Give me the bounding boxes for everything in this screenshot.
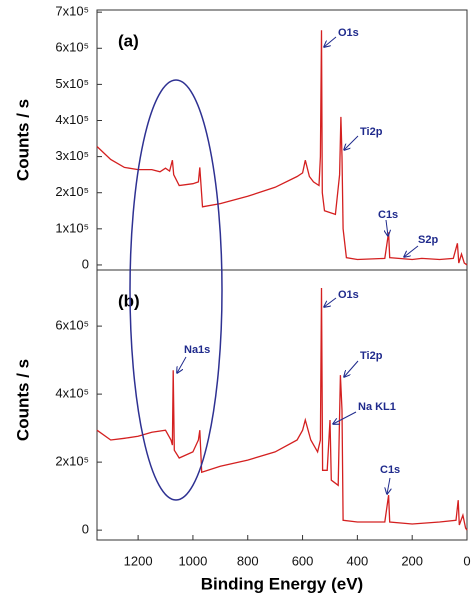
peak-annotation: C1s [380, 464, 400, 476]
peak-annotation: C1s [378, 209, 398, 221]
y-tick-label: 3x10⁵ [55, 148, 89, 163]
y-tick-label: 2x10⁵ [55, 184, 89, 199]
annotation-arrow [386, 219, 388, 236]
annotation-arrow [344, 360, 359, 377]
x-tick-label: 1000 [178, 553, 207, 568]
plot-frame [96, 9, 468, 271]
x-tick-label: 200 [401, 553, 423, 568]
y-tick-label: 1x10⁵ [55, 220, 89, 235]
y-tick-label: 4x10⁵ [55, 386, 89, 401]
peak-annotation: Na1s [184, 344, 210, 356]
x-tick-label: 600 [292, 553, 314, 568]
x-tick-label: 800 [237, 553, 259, 568]
peak-annotation: Ti2p [360, 126, 383, 138]
y-tick-label: 6x10⁵ [55, 40, 89, 55]
spectrum-line [96, 287, 468, 531]
y-axis-label: Counts / s [13, 359, 32, 441]
x-tick-label: 1200 [124, 553, 153, 568]
annotation-arrow [324, 36, 337, 47]
annotation-arrow [404, 245, 419, 257]
y-tick-label: 2x10⁵ [55, 454, 89, 469]
panel-label: (b) [118, 291, 140, 310]
peak-annotation: Na KL1 [358, 401, 396, 413]
spectrum-line [96, 30, 468, 266]
peak-annotation: O1s [338, 289, 359, 301]
annotation-arrow [387, 477, 390, 494]
x-tick-label: 0 [463, 553, 470, 568]
x-tick-label: 400 [347, 553, 369, 568]
y-tick-label: 5x10⁵ [55, 76, 89, 91]
y-tick-label: 0 [82, 256, 89, 271]
y-tick-label: 0 [82, 522, 89, 537]
annotation-arrow [324, 297, 337, 307]
plot-frame [96, 269, 468, 541]
peak-annotation: O1s [338, 27, 359, 39]
x-axis-label: Binding Energy (eV) [201, 574, 363, 593]
y-tick-label: 6x10⁵ [55, 318, 89, 333]
peak-annotation: Ti2p [360, 350, 383, 362]
y-tick-label: 4x10⁵ [55, 112, 89, 127]
annotation-arrow [177, 356, 187, 373]
annotation-arrow [333, 411, 357, 424]
annotation-arrow [344, 135, 359, 150]
y-tick-label: 7x10⁵ [55, 4, 89, 19]
peak-annotation: S2p [418, 234, 438, 246]
panel-label: (a) [118, 31, 139, 50]
highlight-ellipse [129, 79, 223, 501]
y-axis-label: Counts / s [13, 99, 32, 181]
